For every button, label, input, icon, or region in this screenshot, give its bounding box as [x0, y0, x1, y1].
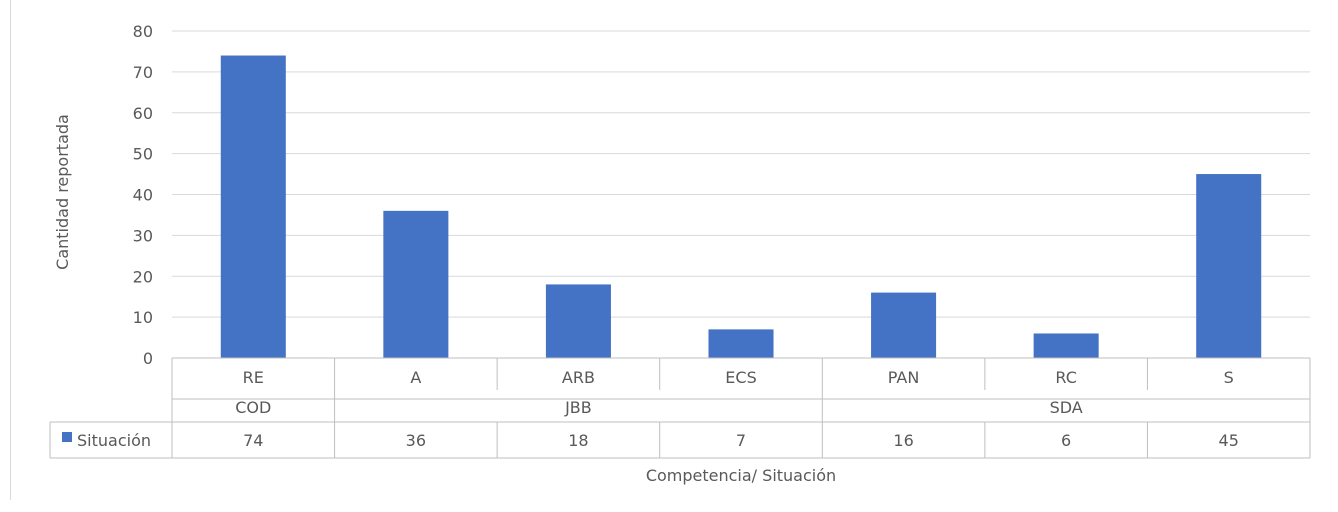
x-axis-label: Competencia/ Situación: [646, 466, 836, 485]
y-tick-label: 0: [143, 349, 153, 368]
x-tick-label: A: [410, 368, 421, 387]
y-tick-label: 60: [133, 104, 153, 123]
x-group-label: JBB: [564, 398, 592, 417]
x-tick-label: PAN: [888, 368, 920, 387]
bar: [383, 210, 449, 358]
x-group-label: SDA: [1050, 398, 1083, 417]
y-tick-label: 10: [133, 308, 153, 327]
y-axis-label: Cantidad reportada: [53, 114, 72, 270]
legend-label: Situación: [77, 431, 151, 450]
x-tick-label: ARB: [562, 368, 595, 387]
y-tick-label: 80: [133, 22, 153, 41]
bar: [1196, 174, 1262, 358]
y-tick-label: 20: [133, 267, 153, 286]
bar: [220, 55, 286, 359]
bar: [708, 329, 774, 358]
data-table-value: 16: [893, 431, 913, 450]
x-tick-label: RE: [243, 368, 264, 387]
data-table-value: 6: [1061, 431, 1071, 450]
data-table-value: 74: [243, 431, 263, 450]
x-tick-label: ECS: [725, 368, 756, 387]
data-table-value: 36: [406, 431, 426, 450]
data-table-value: 45: [1219, 431, 1239, 450]
x-group-label: COD: [235, 398, 271, 417]
data-table-value: 18: [568, 431, 588, 450]
bar: [545, 284, 611, 358]
legend-swatch: [62, 432, 72, 442]
x-tick-label: RC: [1055, 368, 1077, 387]
y-tick-label: 50: [133, 145, 153, 164]
chart-frame-edge: [10, 0, 11, 500]
bar: [871, 292, 937, 358]
data-table-value: 7: [736, 431, 746, 450]
gridlines: [172, 30, 1310, 318]
x-tick-label: S: [1224, 368, 1234, 387]
y-tick-label: 30: [133, 226, 153, 245]
y-tick-label: 70: [133, 63, 153, 82]
bar: [1033, 333, 1099, 358]
y-tick-label: 40: [133, 186, 153, 205]
data-table: RE A ARB ECS PAN RC S COD JBB SDA Situación 74 36 18 7…: [49, 357, 1311, 459]
bars: [220, 55, 1262, 359]
y-axis-ticks: 0 10 20 30 40 50 60 70 80: [133, 22, 153, 368]
